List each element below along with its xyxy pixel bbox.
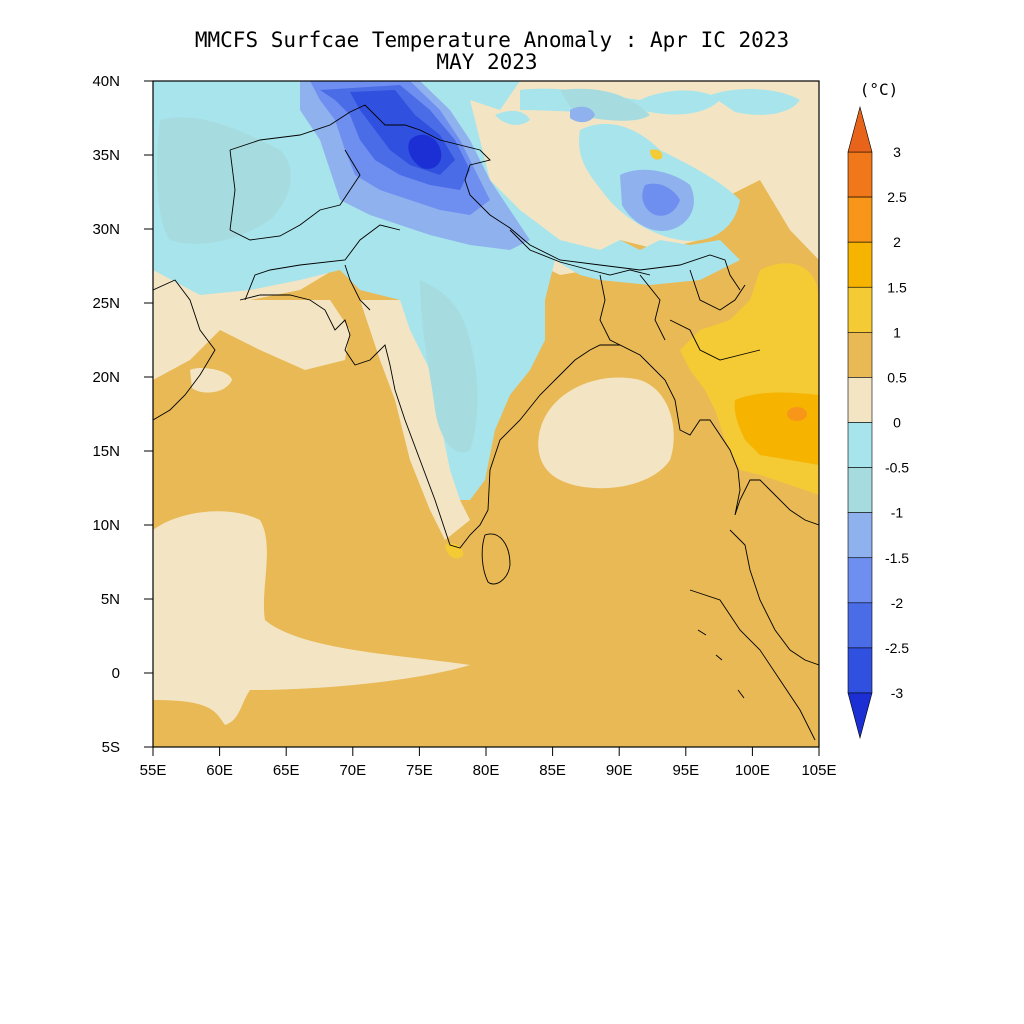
colorbar: 3 2.5 2 1.5 1 0.5 0 -0.5 -1 -1.5 -2 -2.5 -3 (847, 105, 909, 740)
colorbar-box (847, 512, 873, 559)
lat-tick-label: 10N (92, 517, 120, 534)
anomaly-band-2-to-2.5 (787, 407, 807, 421)
lat-tick-label: 0 (112, 665, 120, 682)
colorbar-top-arrow (847, 105, 873, 153)
longitude-axis: 55E 60E 65E 70E 75E 80E 85E 90E 95E 100E 105E (140, 747, 837, 779)
lon-tick-label: 65E (273, 762, 300, 779)
colorbar-box (847, 196, 873, 243)
map-panel (153, 81, 819, 747)
colorbar-label: -2 (891, 595, 904, 611)
colorbar-box (847, 241, 873, 288)
colorbar-unit-label: (°C) (860, 80, 899, 99)
lat-tick-label: 15N (92, 443, 120, 460)
map-subtitle: MAY 2023 (436, 50, 537, 74)
colorbar-label: -3 (891, 685, 904, 701)
lat-tick-label: 5S (102, 739, 120, 756)
colorbar-label: 0 (893, 415, 901, 431)
lon-tick-label: 100E (735, 762, 770, 779)
lon-tick-label: 95E (672, 762, 699, 779)
colorbar-label: -0.5 (885, 460, 909, 476)
colorbar-label: 2 (893, 234, 901, 250)
colorbar-label: -1.5 (885, 550, 909, 566)
lat-tick-label: 25N (92, 295, 120, 312)
lon-tick-label: 80E (473, 762, 500, 779)
coastlines-and-borders (153, 104, 819, 741)
lon-tick-label: 90E (606, 762, 633, 779)
colorbar-label: -2.5 (885, 640, 909, 656)
colorbar-label: -1 (891, 505, 904, 521)
lat-tick-label: 30N (92, 221, 120, 238)
lon-tick-label: 75E (406, 762, 433, 779)
latitude-axis: 5S 0 5N 10N 15N 20N 25N 30N 35N 40N (92, 73, 153, 756)
lon-tick-label: 105E (801, 762, 836, 779)
colorbar-label: 0.5 (887, 369, 907, 385)
lat-tick-label: 20N (92, 369, 120, 386)
lon-tick-label: 60E (206, 762, 233, 779)
colorbar-box (847, 557, 873, 604)
lat-tick-label: 35N (92, 147, 120, 164)
map-title: MMCFS Surfcae Temperature Anomaly : Apr … (195, 28, 789, 52)
colorbar-box (847, 467, 873, 513)
colorbar-box (847, 602, 873, 649)
lon-tick-label: 70E (339, 762, 366, 779)
colorbar-box (847, 377, 873, 423)
lat-tick-label: 5N (101, 591, 120, 608)
lat-tick-label: 40N (92, 73, 120, 90)
colorbar-label: 2.5 (887, 189, 907, 205)
colorbar-box (847, 647, 873, 694)
anomaly-band-below-neg3 (408, 134, 442, 169)
colorbar-label: 1 (893, 324, 901, 340)
lon-tick-label: 55E (140, 762, 167, 779)
colorbar-bottom-arrow (847, 692, 873, 740)
colorbar-label: 1.5 (887, 279, 907, 295)
colorbar-box (847, 151, 873, 198)
colorbar-box (847, 422, 873, 468)
lon-tick-label: 85E (539, 762, 566, 779)
colorbar-box (847, 332, 873, 378)
colorbar-label: 3 (893, 144, 901, 160)
colorbar-box (847, 286, 873, 333)
